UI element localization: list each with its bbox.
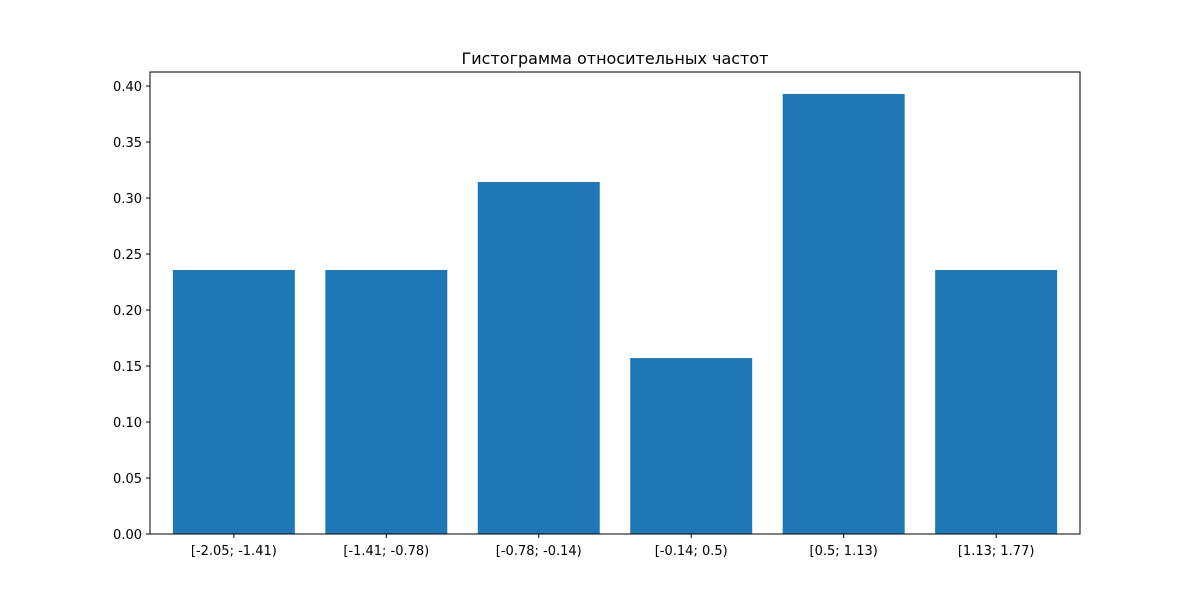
x-axis: [-2.05; -1.41) [-1.41; -0.78) [-0.78; -0.1… xyxy=(191,534,1035,559)
chart-title: Гистограмма относительных частот xyxy=(462,49,769,68)
bars-group xyxy=(172,93,1058,535)
bar-2 xyxy=(477,181,600,534)
y-tick-label-8: 0.40 xyxy=(113,80,142,95)
y-tick-label-3: 0.15 xyxy=(113,360,142,375)
x-tick-label-5: [1.13; 1.77) xyxy=(958,544,1035,559)
y-tick-label-2: 0.10 xyxy=(113,416,142,431)
plot-frame xyxy=(149,71,1081,535)
y-tick-label-4: 0.20 xyxy=(113,304,142,319)
y-tick-label-7: 0.35 xyxy=(113,136,142,151)
x-tick-label-0: [-2.05; -1.41) xyxy=(191,544,277,559)
y-tick-label-6: 0.30 xyxy=(113,192,142,207)
y-tick-label-0: 0.00 xyxy=(113,528,142,543)
x-tick-label-3: [-0.14; 0.5) xyxy=(655,544,728,559)
bar-4 xyxy=(782,93,905,535)
bar-3 xyxy=(630,358,753,534)
x-tick-label-1: [-1.41; -0.78) xyxy=(343,544,429,559)
y-tick-label-5: 0.25 xyxy=(113,248,142,263)
x-tick-label-2: [-0.78; -0.14) xyxy=(496,544,582,559)
bar-0 xyxy=(172,270,295,534)
bar-5 xyxy=(935,270,1058,534)
y-tick-label-1: 0.05 xyxy=(113,472,142,487)
y-axis: 0.00 0.05 0.10 0.15 0.20 0.25 0.30 0.35 0.40 xyxy=(113,80,150,543)
bar-1 xyxy=(325,270,448,534)
x-tick-label-4: [0.5; 1.13) xyxy=(810,544,878,559)
